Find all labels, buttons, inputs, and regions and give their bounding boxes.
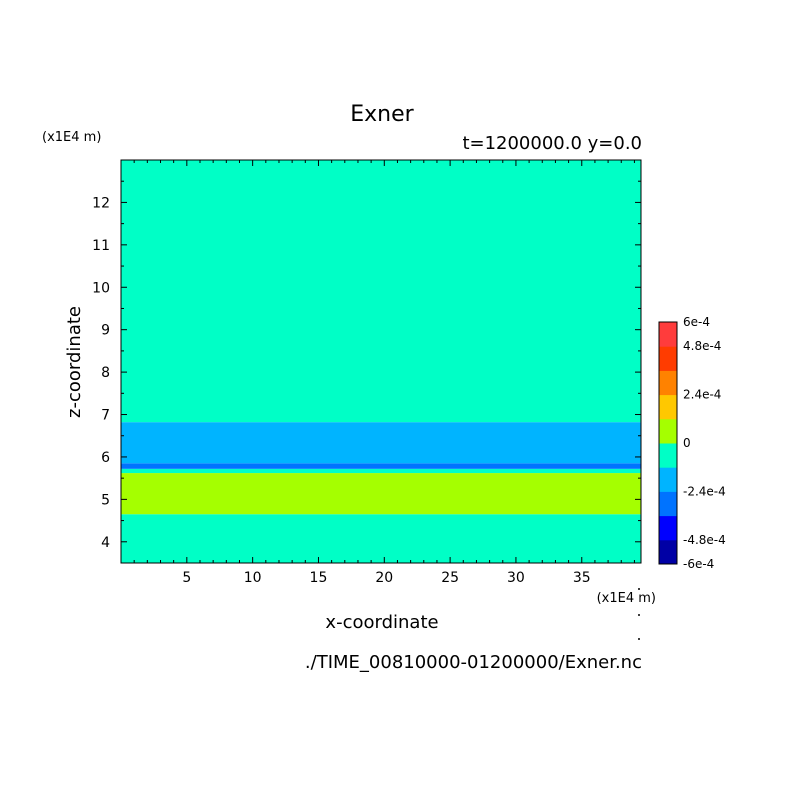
x-tick-label: 20 [375, 570, 393, 586]
x-tick-label: 10 [244, 570, 262, 586]
y-tick-label: 10 [92, 280, 110, 296]
contour-band [121, 422, 641, 464]
dot-mark [638, 588, 640, 590]
colorbar-cell [659, 418, 677, 444]
y-axis-label: z-coordinate [64, 306, 85, 418]
colorbar-label: 2.4e-4 [683, 388, 721, 402]
colorbar-label: 4.8e-4 [683, 339, 721, 353]
contour-bands [121, 160, 641, 563]
colorbar-label: -2.4e-4 [683, 484, 726, 498]
x-unit-label: (x1E4 m) [597, 591, 656, 606]
colorbar-cell [659, 394, 677, 420]
chart-title: Exner [350, 102, 414, 127]
x-axis-ticks: 5 10 15 20 25 30 35 [133, 160, 635, 586]
colorbar-label: -6e-4 [683, 557, 714, 571]
x-tick-label: 25 [441, 570, 459, 586]
colorbar-label: -4.8e-4 [683, 533, 726, 547]
colorbar-cell [659, 515, 677, 541]
chart-subtitle: t=1200000.0 y=0.0 [462, 133, 642, 154]
contour-band [121, 514, 641, 563]
colorbar-cell [659, 346, 677, 371]
colorbar-frame [658, 321, 678, 565]
y-tick-label: 5 [101, 492, 110, 508]
y-axis-ticks: 4 5 6 7 8 9 10 11 12 [92, 159, 641, 564]
plot-frame [120, 159, 642, 564]
y-unit-label: (x1E4 m) [42, 130, 101, 145]
contour-band [121, 473, 641, 515]
y-tick-label: 11 [92, 238, 110, 254]
x-tick-label: 5 [182, 570, 191, 586]
colorbar-cell [659, 322, 677, 347]
y-tick-label: 6 [101, 450, 110, 466]
y-tick-label: 12 [92, 195, 110, 211]
colorbar-label: 0 [683, 436, 691, 450]
x-axis-label: x-coordinate [325, 612, 438, 633]
colorbar-cell [659, 443, 677, 468]
contour-band [121, 468, 641, 474]
colorbar: -6e-4 -4.8e-4 -2.4e-4 0 2.4e-4 4.8e-4 6e-4 [658, 315, 726, 571]
dot-mark [638, 614, 640, 616]
contour-band [121, 160, 641, 423]
y-tick-label: 8 [101, 365, 110, 381]
x-tick-label: 35 [573, 570, 591, 586]
y-tick-label: 9 [101, 323, 110, 339]
y-tick-label: 4 [101, 535, 110, 551]
colorbar-cell [659, 467, 677, 492]
colorbar-cell [659, 539, 677, 565]
colorbar-label: 6e-4 [683, 315, 710, 329]
footer-filename: ./TIME_00810000-01200000/Exner.nc [305, 652, 642, 673]
contour-band [121, 463, 641, 469]
x-tick-label: 30 [507, 570, 525, 586]
y-tick-label: 7 [101, 408, 110, 424]
dot-mark [638, 638, 640, 640]
small-dot-marks [638, 588, 640, 640]
colorbar-cell [659, 370, 677, 396]
colorbar-cell [659, 491, 677, 517]
x-tick-label: 15 [310, 570, 328, 586]
